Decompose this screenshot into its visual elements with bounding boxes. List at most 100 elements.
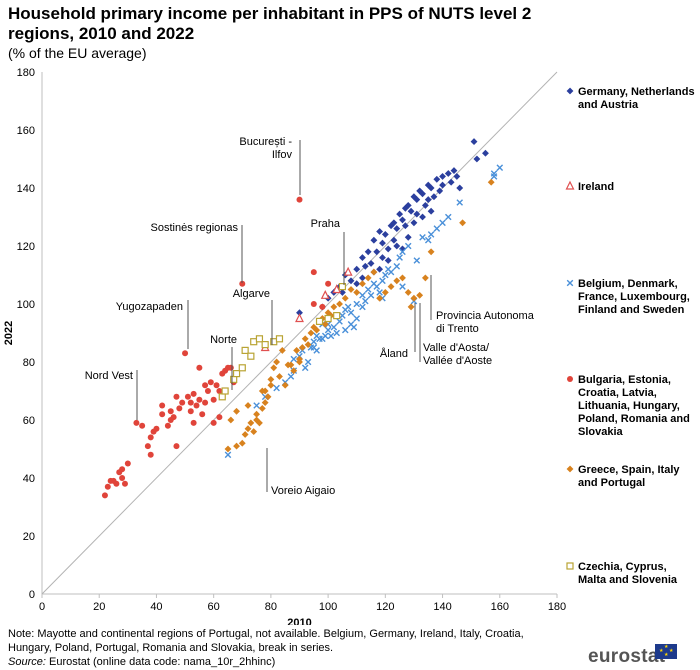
data-point: [470, 138, 478, 146]
data-point: [379, 277, 386, 285]
legend-label: Lithuania, Hungary,: [578, 400, 680, 412]
x-tick-label: 60: [208, 601, 220, 613]
data-point: [221, 387, 229, 395]
data-point: [373, 248, 381, 256]
x-tick-label: 120: [376, 601, 394, 613]
data-point: [224, 445, 232, 453]
annotation-label: di Trento: [436, 323, 479, 335]
data-point: [241, 431, 249, 438]
data-point: [390, 236, 398, 244]
legend-marker: [566, 87, 574, 95]
data-point: [381, 230, 389, 238]
data-point: [319, 303, 326, 310]
data-point: [159, 411, 166, 418]
data-point: [202, 382, 209, 389]
legend-label: Poland, Romania and: [578, 413, 690, 425]
data-point: [404, 233, 412, 241]
data-point: [410, 294, 418, 302]
legend-marker: [566, 465, 574, 473]
data-point: [396, 210, 404, 218]
data-point: [407, 303, 415, 311]
data-point: [490, 170, 498, 177]
data-point: [362, 297, 369, 305]
data-point: [387, 283, 395, 291]
data-point: [381, 288, 389, 296]
data-point: [144, 443, 151, 450]
data-point: [376, 265, 384, 273]
data-point: [496, 164, 504, 171]
annotation-label: Nord Vest: [85, 370, 133, 382]
y-tick-label: 80: [23, 357, 35, 369]
data-point: [473, 155, 481, 163]
data-point: [399, 283, 406, 290]
annotation-label: Provincia Autonoma: [436, 310, 535, 322]
data-point: [244, 425, 252, 433]
data-point: [367, 259, 375, 267]
data-point: [290, 355, 298, 363]
x-tick-label: 40: [150, 601, 162, 613]
legend-label: Czechia, Cyprus,: [578, 561, 667, 573]
data-point: [444, 170, 452, 177]
data-point: [370, 268, 378, 276]
y-tick-label: 140: [17, 183, 35, 195]
data-point: [353, 288, 361, 296]
data-point: [124, 460, 131, 467]
data-point: [182, 350, 189, 357]
legend-label: Germany, Netherlands: [578, 86, 695, 98]
data-point: [353, 280, 361, 288]
y-tick-label: 180: [17, 67, 35, 79]
x-tick-label: 0: [39, 601, 45, 613]
legend-label: Slovakia: [578, 426, 624, 438]
data-point: [296, 196, 303, 203]
legend-label: France, Luxembourg,: [578, 291, 690, 303]
data-point: [196, 396, 203, 403]
data-point: [281, 381, 289, 389]
x-tick-label: 100: [319, 601, 337, 613]
legend-label: Greece, Spain, Italy: [578, 464, 680, 476]
data-point: [239, 280, 246, 287]
data-point: [421, 274, 429, 282]
data-point: [390, 219, 398, 227]
y-tick-label: 160: [17, 125, 35, 137]
data-point: [419, 234, 426, 241]
data-point: [376, 294, 384, 302]
data-point: [167, 408, 174, 415]
source-text: Eurostat (online data code: nama_10r_2hh…: [48, 656, 276, 668]
legend-marker: [567, 376, 573, 382]
data-point: [250, 428, 258, 436]
data-point: [307, 329, 315, 337]
data-point: [359, 274, 366, 282]
data-point: [159, 402, 166, 409]
data-point: [267, 375, 275, 383]
data-point: [139, 422, 146, 429]
data-point: [439, 181, 446, 189]
data-point: [332, 284, 342, 294]
y-tick-label: 120: [17, 241, 35, 253]
data-point: [359, 292, 366, 299]
data-point: [347, 286, 355, 293]
series-5: [218, 283, 347, 401]
data-point: [413, 257, 421, 264]
data-point: [382, 271, 389, 279]
data-point: [218, 393, 226, 401]
x-tick-label: 20: [93, 601, 105, 613]
data-point: [241, 346, 249, 354]
data-point: [176, 405, 183, 412]
data-point: [278, 346, 286, 354]
data-point: [456, 199, 464, 206]
data-point: [273, 384, 280, 392]
data-point: [287, 361, 295, 369]
data-point: [364, 274, 372, 282]
data-point: [244, 402, 252, 409]
chart-subtitle: (% of the EU average): [8, 45, 147, 61]
data-point: [204, 388, 211, 394]
data-point: [433, 225, 441, 232]
x-tick-label: 140: [433, 601, 451, 613]
annotations: București -Ilfov Sostinės regionas Praha Al…: [85, 136, 535, 497]
data-point: [419, 213, 426, 221]
data-point: [364, 248, 372, 256]
data-point: [290, 367, 298, 375]
data-point: [373, 283, 381, 290]
data-point: [210, 396, 217, 403]
